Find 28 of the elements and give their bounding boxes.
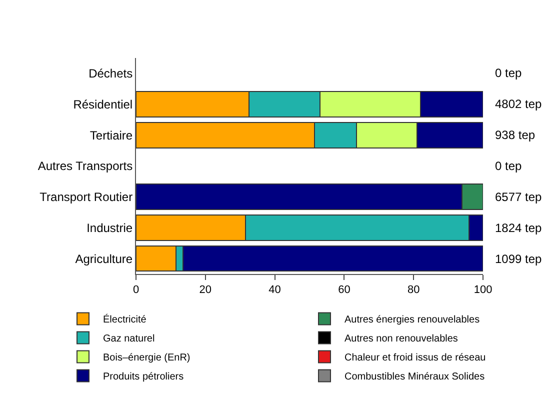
- text: 938 tep: [495, 128, 536, 142]
- x-tick-label: 80: [407, 284, 420, 296]
- legend-label: Produits pétroliers: [103, 372, 184, 383]
- x-tick-label: 60: [338, 284, 350, 296]
- text: 4802 tep: [495, 97, 542, 111]
- text: 1824 tep: [495, 221, 542, 235]
- text: 0 tep: [495, 159, 522, 173]
- legend-label: Combustibles Minéraux Solides: [344, 372, 485, 383]
- x-tick-label: 40: [268, 284, 281, 296]
- y-tick-label: Tertiaire: [90, 128, 133, 142]
- y-tick-label: Résidentiel: [73, 97, 133, 112]
- x-tick-label: 20: [199, 284, 212, 296]
- legend-label: Électricité: [103, 314, 147, 326]
- legend-label: Chaleur et froid issus de réseau: [344, 352, 486, 364]
- legend-label: Autres non renouvelables: [344, 334, 458, 345]
- y-tick-label: Transport Routier: [40, 190, 133, 204]
- y-tick-label: Industrie: [86, 220, 133, 235]
- y-tick-label: Déchets: [88, 66, 133, 81]
- legend-label: Autres énergies renouvelables: [344, 314, 480, 326]
- x-tick-label: 100: [474, 284, 492, 296]
- x-tick-label: 0: [132, 284, 140, 296]
- y-tick-label: Autres Transports: [38, 159, 133, 174]
- y-tick-label: Agriculture: [75, 252, 133, 266]
- legend-label: Gaz naturel: [103, 334, 155, 345]
- text: 6577 tep: [495, 190, 542, 204]
- text: 1099 tep: [495, 252, 542, 266]
- legend-label: Bois–énergie (EnR): [103, 352, 190, 364]
- text: 0 tep: [495, 66, 522, 80]
